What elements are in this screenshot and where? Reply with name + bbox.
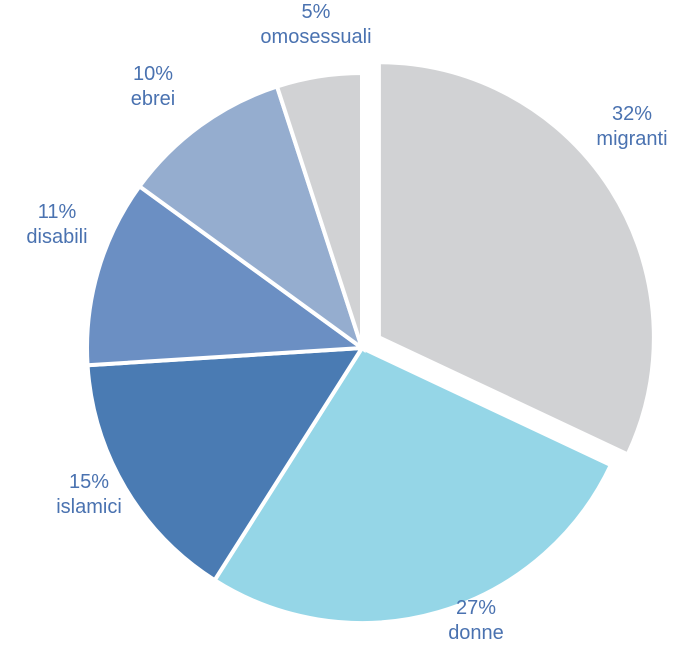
pie-slice-islamici [85,345,366,583]
slice-category-label-migranti: migranti [596,128,667,150]
slice-percent-label-islamici: 15% [69,471,109,493]
slice-percent-label-migranti: 32% [612,103,652,125]
labels-layer: 32% migranti 27% donne 15% islamici 11% disabil… [26,1,667,644]
slices-layer [85,60,656,625]
slice-category-label-disabili: disabili [26,226,87,248]
slice-category-label-omosessuali: omosessuali [260,26,371,48]
pie-slice-migranti [376,60,656,458]
slice-category-label-ebrei: ebrei [131,88,175,110]
slice-percent-label-ebrei: 10% [133,63,173,85]
pie-slice-disabili [85,183,368,368]
slice-percent-label-donne: 27% [456,597,496,619]
pie-slice-omosessuali [274,70,364,349]
slice-category-label-donne: donne [448,622,504,644]
slice-category-label-islamici: islamici [56,496,122,518]
pie-slice-ebrei [136,83,366,354]
slice-percent-label-disabili: 11% [38,201,77,223]
pie-slice-donne [211,345,614,625]
slice-percent-label-omosessuali: 5% [302,1,331,23]
